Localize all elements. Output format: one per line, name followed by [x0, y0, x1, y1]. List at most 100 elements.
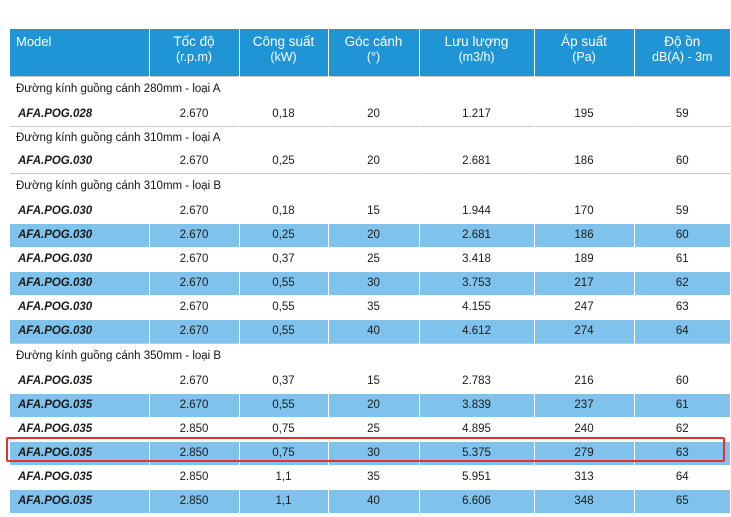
cell-power: 0,75: [238, 416, 328, 441]
cell-noise: 61: [633, 246, 730, 271]
cell-blade-angle: 30: [327, 270, 419, 295]
cell-model: AFA.POG.030: [10, 294, 149, 319]
cell-power: 0,37: [238, 368, 328, 393]
cell-blade-angle: 20: [327, 101, 419, 126]
cell-blade-angle: 35: [327, 294, 419, 319]
cell-speed: 2.670: [148, 222, 239, 247]
cell-blade-angle: 20: [327, 392, 419, 417]
cell-noise: 60: [633, 368, 730, 393]
cell-noise: 65: [633, 488, 730, 513]
cell-speed: 2.670: [148, 392, 239, 417]
cell-noise: 63: [633, 294, 730, 319]
cell-model: AFA.POG.030: [10, 246, 149, 271]
table-row: AFA.POG.030 2.670 0,55 30 3.753 217 62: [10, 270, 730, 295]
cell-speed: 2.850: [148, 464, 239, 489]
header-speed: Tốc độ (r.p.m): [148, 29, 239, 76]
cell-pressure: 279: [533, 440, 634, 465]
cell-noise: 61: [633, 392, 730, 417]
header-model: Model: [16, 34, 52, 49]
group-title: Đường kính guồng cánh 310mm - loại A: [10, 125, 730, 149]
cell-speed: 2.670: [148, 101, 239, 126]
header-row: Model Tốc độ (r.p.m) Công suất (kW) Góc cá…: [10, 29, 730, 76]
group-title: Đường kính guồng cánh 280mm - loại A: [10, 75, 730, 102]
header-airflow: Lưu lượng (m3/h): [418, 29, 534, 76]
cell-power: 0,18: [238, 198, 328, 223]
cell-blade-angle: 15: [327, 198, 419, 223]
table-row: AFA.POG.030 2.670 0,18 15 1.944 170 59: [10, 198, 730, 223]
cell-blade-angle: 20: [327, 148, 419, 173]
header-blade-angle: Góc cánh (°): [327, 29, 419, 76]
cell-model: AFA.POG.030: [10, 198, 149, 223]
cell-pressure: 195: [533, 101, 634, 126]
table-row: AFA.POG.035 2.850 1,1 40 6.606 348 65: [10, 488, 730, 513]
cell-power: 0,75: [238, 440, 328, 465]
cell-model: AFA.POG.030: [10, 222, 149, 247]
cell-model: AFA.POG.035: [10, 392, 149, 417]
cell-pressure: 313: [533, 464, 634, 489]
cell-blade-angle: 40: [327, 488, 419, 513]
table-row: AFA.POG.030 2.670 0,25 20 2.681 186 60: [10, 148, 730, 173]
cell-airflow: 4.612: [418, 318, 534, 343]
cell-blade-angle: 25: [327, 246, 419, 271]
table-row: AFA.POG.035 2.670 0,55 20 3.839 237 61: [10, 392, 730, 417]
cell-airflow: 4.895: [418, 416, 534, 441]
cell-power: 0,25: [238, 222, 328, 247]
cell-model: AFA.POG.035: [10, 488, 149, 513]
cell-speed: 2.850: [148, 440, 239, 465]
cell-airflow: 2.681: [418, 148, 534, 173]
cell-model: AFA.POG.030: [10, 148, 149, 173]
table-row: AFA.POG.030 2.670 0,55 40 4.612 274 64: [10, 318, 730, 343]
cell-noise: 59: [633, 198, 730, 223]
cell-airflow: 6.606: [418, 488, 534, 513]
fan-spec-table: Model Tốc độ (r.p.m) Công suất (kW) Góc cá…: [10, 29, 730, 513]
cell-pressure: 217: [533, 270, 634, 295]
cell-airflow: 2.783: [418, 368, 534, 393]
cell-model: AFA.POG.035: [10, 464, 149, 489]
cell-blade-angle: 20: [327, 222, 419, 247]
cell-noise: 59: [633, 101, 730, 126]
header-power: Công suất (kW): [238, 29, 328, 76]
cell-airflow: 4.155: [418, 294, 534, 319]
cell-pressure: 348: [533, 488, 634, 513]
cell-speed: 2.850: [148, 416, 239, 441]
cell-model: AFA.POG.030: [10, 318, 149, 343]
cell-speed: 2.850: [148, 488, 239, 513]
cell-pressure: 237: [533, 392, 634, 417]
cell-blade-angle: 40: [327, 318, 419, 343]
cell-pressure: 170: [533, 198, 634, 223]
cell-model: AFA.POG.035: [10, 440, 149, 465]
cell-airflow: 5.375: [418, 440, 534, 465]
table-row: AFA.POG.028 2.670 0,18 20 1.217 195 59: [10, 101, 730, 126]
cell-speed: 2.670: [148, 198, 239, 223]
cell-pressure: 186: [533, 148, 634, 173]
table-body: Đường kính guồng cánh 280mm - loại A AFA.…: [10, 75, 730, 513]
group-header-row: Đường kính guồng cánh 350mm - loại B: [10, 342, 730, 369]
cell-pressure: 186: [533, 222, 634, 247]
cell-model: AFA.POG.035: [10, 416, 149, 441]
cell-noise: 63: [633, 440, 730, 465]
cell-model: AFA.POG.030: [10, 270, 149, 295]
group-header-row: Đường kính guồng cánh 310mm - loại B: [10, 172, 730, 199]
cell-power: 0,18: [238, 101, 328, 126]
cell-pressure: 189: [533, 246, 634, 271]
cell-blade-angle: 25: [327, 416, 419, 441]
cell-pressure: 274: [533, 318, 634, 343]
group-title: Đường kính guồng cánh 310mm - loại B: [10, 172, 730, 199]
table-row: AFA.POG.035 2.670 0,37 15 2.783 216 60: [10, 368, 730, 393]
cell-speed: 2.670: [148, 270, 239, 295]
cell-noise: 64: [633, 464, 730, 489]
cell-airflow: 3.839: [418, 392, 534, 417]
table-row: AFA.POG.035 2.850 1,1 35 5.951 313 64: [10, 464, 730, 489]
cell-blade-angle: 35: [327, 464, 419, 489]
cell-speed: 2.670: [148, 246, 239, 271]
cell-airflow: 5.951: [418, 464, 534, 489]
group-title: Đường kính guồng cánh 350mm - loại B: [10, 342, 730, 369]
cell-speed: 2.670: [148, 294, 239, 319]
cell-power: 0,55: [238, 270, 328, 295]
cell-airflow: 1.217: [418, 101, 534, 126]
table-row: AFA.POG.030 2.670 0,25 20 2.681 186 60: [10, 222, 730, 247]
group-header-row: Đường kính guồng cánh 280mm - loại A: [10, 75, 730, 102]
cell-airflow: 1.944: [418, 198, 534, 223]
cell-power: 0,55: [238, 318, 328, 343]
cell-power: 1,1: [238, 464, 328, 489]
